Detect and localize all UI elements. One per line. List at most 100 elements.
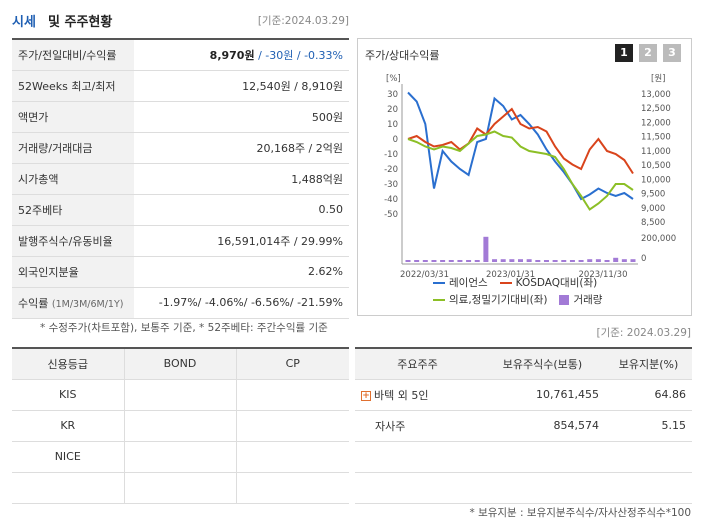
bond-rating [123,379,236,411]
volume-bar [621,259,627,262]
column-header: 신용등급 [12,348,124,380]
volume-bar [466,260,472,262]
table-row: 52주베타 0.50 [12,194,349,226]
table-row: 외국인지분율 2.62% [12,256,349,288]
legend-item: 거래량 [559,292,602,307]
price-chart: [%] [원] 30 20 10 0 -10 -20 -30 -40 -50 13,000 12,500… [384,74,676,280]
volume-bar [483,236,489,262]
cp-rating [235,472,349,504]
cp-rating [235,379,349,411]
left-tick-label: -10 [384,150,398,160]
table-row: 거래량/거래대금 20,168주 / 2억원 [12,132,349,164]
row-label: 주가/전일대비/수익률 [12,39,134,71]
holder-shares: 10,761,455 [480,379,605,411]
volume-bar [518,259,523,262]
table-row: 발행주식수/유동비율 16,591,014주 / 29.99% [12,225,349,257]
left-tick-label: -20 [384,165,398,175]
holder-shares: 854,574 [480,410,605,442]
volume-bar [561,260,567,262]
agency-name: KR [12,410,124,442]
column-header: 주요주주 [355,348,480,380]
volume-bar [431,260,437,262]
legend-item: KOSDAQ대비(좌) [499,275,597,290]
cp-rating [235,410,349,442]
x-tick-label: 2022/03/31 [400,270,449,280]
left-tick-label: 20 [387,105,398,115]
cp-rating [235,441,349,473]
column-header: CP [235,348,349,380]
price-footnote: * 수정주가(차트포함), 보통주 기준, * 52주베타: 주간수익률 기준 [40,322,328,334]
volume-bar [535,260,541,262]
row-label: 시가총액 [12,163,134,195]
chart-button-2[interactable]: 2 [639,44,657,62]
left-tick-label: 0 [393,135,398,145]
volume-bar [405,260,411,262]
row-label: 52Weeks 최고/최저 [12,70,134,102]
holder-pct: 5.15 [605,410,692,442]
table-header-row: 신용등급 BOND CP [12,348,349,380]
volume-tick-label: 0 [641,254,646,264]
chart-button-1[interactable]: 1 [615,44,633,62]
right-tick-label: 10,000 [641,175,671,185]
right-tick-label: 9,500 [641,190,665,200]
table-row: + 바텍 외 5인 10,761,455 64.86 [355,379,692,411]
series-line-3 [407,130,634,211]
right-tick-label: 12,500 [641,104,671,114]
shareholder-footnote: * 보유지분 : 보유지분주식수/자사산정주식수*100 [469,507,691,519]
volume-bar [604,260,610,262]
volume-bar [578,260,584,262]
series-line-1 [407,91,634,201]
right-tick-label: 12,000 [641,118,671,128]
holder-name[interactable]: 바텍 외 5인 [374,388,429,402]
table-row: 수익률 (1M/3M/6M/1Y) -1.97%/ -4.06%/ -6.56%… [12,287,349,319]
agency-name: KIS [12,379,124,411]
volume-bar [587,259,593,262]
left-tick-label: 10 [387,120,398,130]
column-header: 보유주식수(보통) [480,348,605,380]
volume-bar [630,259,636,262]
volume-bar [509,259,515,262]
chart-period-buttons: 1 2 3 [615,44,681,62]
credit-rating-table: 신용등급 BOND CP KIS KR NICE [12,347,349,504]
price-change: / -30원 / -0.33% [254,48,343,62]
right-tick-label: 13,000 [641,90,671,100]
reference-date-2: [기준: 2024.03.29] [596,327,691,339]
volume-bar [422,260,428,262]
volume-bar [613,257,619,262]
bond-rating [123,441,236,473]
right-tick-label: 10,500 [641,161,671,171]
column-header: BOND [123,348,236,380]
row-label-period: (1M/3M/6M/1Y) [51,298,124,310]
volume-bar [492,259,498,262]
expand-icon[interactable]: + [361,390,371,401]
table-row [355,472,692,504]
volume-bar [569,260,575,262]
volume-bar [595,259,601,262]
legend-item: 레이언스 [433,275,488,290]
table-header-row: 주요주주 보유주식수(보통) 보유지분(%) [355,348,692,380]
left-tick-label: -50 [384,210,398,220]
volume-bar [414,260,420,262]
right-unit-label: [원] [651,74,665,84]
volume-tick-label: 200,000 [641,234,676,244]
holder-name [355,472,480,504]
section-header: 시세 및 주주현황 [기준:2024.03.29] [12,11,349,33]
left-tick-label: -30 [384,180,398,190]
volume-bar [448,260,454,262]
holder-name [355,441,480,473]
row-value: 2.62% [134,256,349,288]
bond-rating [123,410,236,442]
price-summary-table: 주가/전일대비/수익률 8,970원 / -30원 / -0.33% 52Wee… [12,38,349,319]
chart-button-3[interactable]: 3 [663,44,681,62]
legend-item: 의료,정밀기기대비(좌) [433,292,547,307]
table-row: KIS [12,379,349,411]
bond-rating [123,472,236,504]
reference-date: [기준:2024.03.29] [257,15,349,27]
right-tick-label: 11,500 [641,133,671,143]
chart-panel: 주가/상대수익률 1 2 3 [%] [원] 30 20 10 0 -10 -20 -30 -40… [357,38,692,316]
row-label: 수익률 [18,296,49,310]
volume-bar [526,259,532,262]
series-line-2 [407,107,634,175]
holder-shares [480,472,605,504]
table-row: KR [12,410,349,442]
